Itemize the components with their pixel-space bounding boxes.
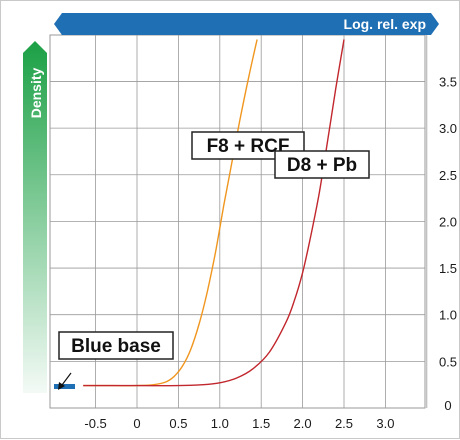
y-tick-label: 1.5 bbox=[439, 261, 457, 276]
x-axis-title: Log. rel. exp bbox=[344, 16, 426, 32]
blue-base-pointer-head bbox=[58, 382, 65, 390]
blue-base-label: Blue base bbox=[71, 336, 161, 357]
x-axis-title-bar bbox=[54, 13, 439, 35]
y-tick-label: 0 bbox=[444, 398, 451, 413]
y-axis-title: Density bbox=[28, 68, 44, 119]
x-tick-label: 1.5 bbox=[252, 416, 270, 431]
d8-pb-label-box bbox=[274, 150, 370, 179]
x-tick-label: 0 bbox=[133, 416, 140, 431]
blue-base-label-box bbox=[58, 331, 174, 360]
y-tick-label: 2.5 bbox=[439, 168, 457, 183]
d8-pb-label: D8 + Pb bbox=[287, 155, 357, 176]
blue-base-marker bbox=[54, 384, 75, 389]
x-tick-label: 0.5 bbox=[169, 416, 187, 431]
y-axis-title-bar bbox=[23, 41, 47, 393]
y-tick-label: 3.0 bbox=[439, 121, 457, 136]
y-tick-label: 2.0 bbox=[439, 214, 457, 229]
x-tick-label: 2.5 bbox=[335, 416, 353, 431]
tick-labels: -0.5 0 0.5 1.0 1.5 2.0 2.5 3.0 0 0.5 1.0 1.5 2.0 2.5 3… bbox=[84, 74, 457, 431]
x-tick-label: -0.5 bbox=[84, 416, 106, 431]
blue-base-pointer bbox=[61, 372, 72, 386]
y-tick-label: 0.5 bbox=[439, 354, 457, 369]
f8-rcf-label: F8 + RCF bbox=[207, 136, 290, 157]
x-tick-label: 3.0 bbox=[376, 416, 394, 431]
y-tick-label: 3.5 bbox=[439, 74, 457, 89]
x-tick-label: 2.0 bbox=[294, 416, 312, 431]
x-tick-label: 1.0 bbox=[211, 416, 229, 431]
y-tick-label: 1.0 bbox=[439, 308, 457, 323]
